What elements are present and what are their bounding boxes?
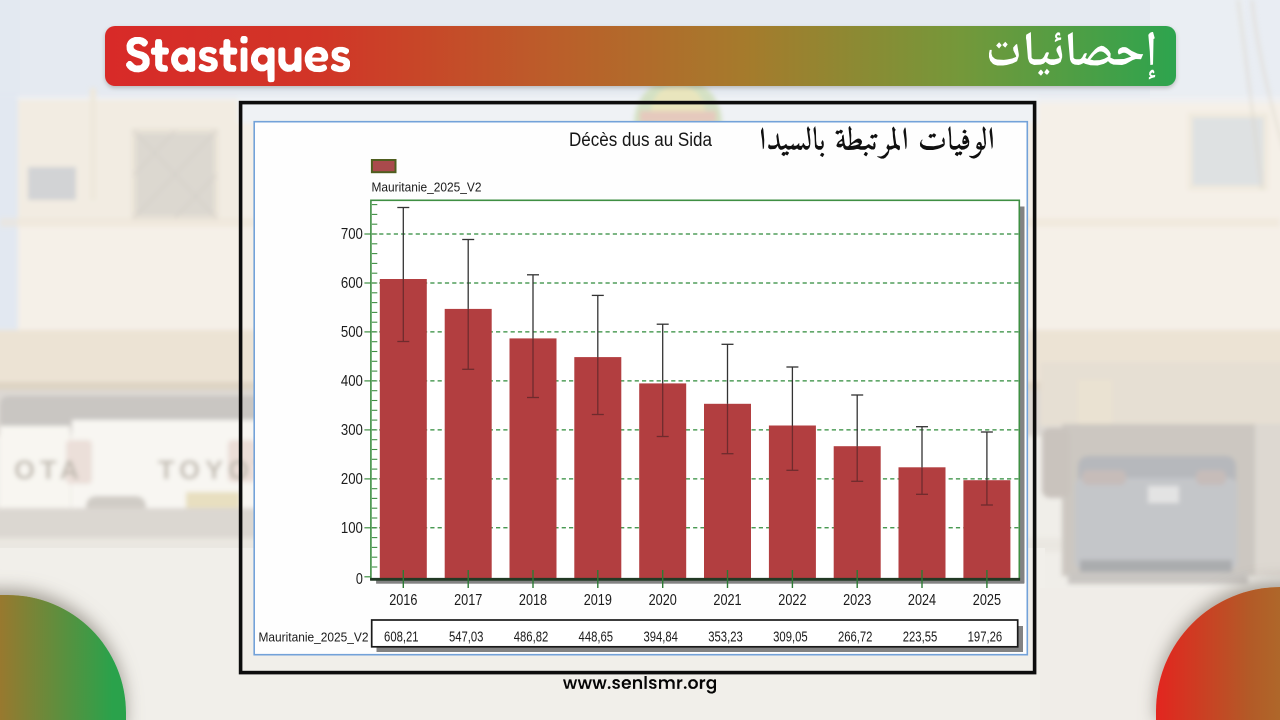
svg-text:700: 700 (341, 226, 363, 243)
svg-text:197,26: 197,26 (968, 629, 1003, 646)
svg-text:608,21: 608,21 (384, 629, 419, 646)
svg-text:266,72: 266,72 (838, 629, 873, 646)
svg-text:2023: 2023 (843, 592, 871, 609)
svg-text:223,55: 223,55 (903, 629, 938, 646)
svg-text:394,84: 394,84 (643, 629, 678, 646)
svg-text:200: 200 (341, 471, 363, 488)
svg-text:0: 0 (356, 571, 363, 588)
svg-text:400: 400 (341, 373, 363, 390)
svg-text:448,65: 448,65 (579, 629, 614, 646)
svg-text:100: 100 (341, 520, 363, 537)
svg-text:2022: 2022 (778, 592, 806, 609)
svg-text:2021: 2021 (713, 592, 741, 609)
svg-text:300: 300 (341, 422, 363, 439)
svg-text:2017: 2017 (454, 592, 482, 609)
svg-text:2024: 2024 (908, 592, 936, 609)
svg-text:353,23: 353,23 (708, 629, 743, 646)
svg-text:2020: 2020 (649, 592, 677, 609)
svg-text:2016: 2016 (389, 592, 417, 609)
svg-text:547,03: 547,03 (449, 629, 484, 646)
svg-text:600: 600 (341, 275, 363, 292)
svg-text:486,82: 486,82 (514, 629, 549, 646)
svg-text:Mauritanie_2025_V2: Mauritanie_2025_V2 (372, 181, 482, 195)
svg-text:500: 500 (341, 324, 363, 341)
svg-text:309,05: 309,05 (773, 629, 808, 646)
svg-text:OTA: OTA (14, 455, 84, 485)
svg-text:Mauritanie_2025_V2: Mauritanie_2025_V2 (259, 631, 369, 645)
svg-text:Décès dus au Sida: Décès dus au Sida (569, 130, 712, 151)
svg-text:2018: 2018 (519, 592, 547, 609)
svg-text:2019: 2019 (584, 592, 612, 609)
svg-text:2025: 2025 (973, 592, 1001, 609)
